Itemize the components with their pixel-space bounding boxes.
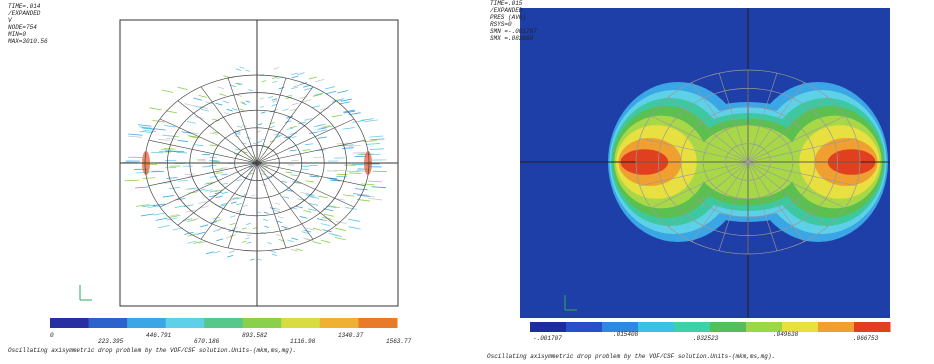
caption: Oscillating axisymmetric drop problem by… — [8, 347, 296, 354]
info-text: SMN =-.001707 — [490, 28, 537, 35]
colorbar-label: 893.582 — [242, 332, 268, 339]
info-text: V — [8, 17, 13, 24]
info-text: RSYS=0 — [490, 21, 512, 28]
info-text: TIME=.014 — [8, 3, 41, 10]
mesh — [145, 75, 369, 251]
info-text: /EXPANDED — [8, 10, 41, 17]
colorbar — [50, 318, 398, 328]
colorbar-label: 1116.98 — [290, 338, 316, 345]
colorbar-swatch — [818, 322, 855, 332]
colorbar-swatch — [674, 322, 711, 332]
colorbar-swatch — [50, 318, 89, 328]
colorbar-label: 223.395 — [98, 338, 124, 345]
info-text: TIME=.015 — [490, 0, 523, 7]
colorbar-swatch — [566, 322, 603, 332]
colorbar-swatch — [530, 322, 567, 332]
colorbar-label: 446.791 — [146, 332, 172, 339]
colorbar-label: .032523 — [693, 335, 719, 342]
info-text: PRES (AVG) — [490, 14, 526, 21]
colorbar-swatch — [243, 318, 282, 328]
colorbar-swatch — [204, 318, 243, 328]
colorbar-swatch — [127, 318, 166, 328]
colorbar-label: 1340.37 — [338, 332, 364, 339]
colorbar-swatch — [638, 322, 675, 332]
info-text: /EXPANDED — [490, 7, 523, 14]
colorbar-swatch — [710, 322, 747, 332]
info-text: SMX =.083868 — [490, 35, 534, 42]
colorbar-swatch — [166, 318, 205, 328]
colorbar-label: .066753 — [853, 335, 879, 342]
vector — [202, 154, 210, 155]
colorbar-swatch — [281, 318, 320, 328]
info-text: MIN=0 — [8, 31, 26, 38]
colorbar-label: 1563.77 — [386, 338, 412, 345]
colorbar-label: .049638 — [773, 331, 799, 338]
info-text: MAX=3010.56 — [8, 38, 48, 45]
colorbar-swatch — [320, 318, 359, 328]
colorbar — [530, 322, 891, 332]
colorbar-label: 670.186 — [194, 338, 220, 345]
figure: TIME=.014/EXPANDEDVNODE=754MIN=0MAX=3010… — [0, 0, 934, 364]
colorbar-label: 0 — [50, 332, 54, 339]
colorbar-label: .015408 — [613, 331, 639, 338]
colorbar-swatch — [854, 322, 891, 332]
colorbar-swatch — [89, 318, 128, 328]
colorbar-label: -.001707 — [533, 335, 562, 342]
colorbar-swatch — [358, 318, 397, 328]
caption: Oscillating axisymmetric drop problem by… — [487, 353, 775, 360]
vector — [177, 152, 187, 153]
vector — [151, 152, 163, 153]
info-text: NODE=754 — [8, 24, 37, 31]
mesh — [636, 70, 860, 254]
